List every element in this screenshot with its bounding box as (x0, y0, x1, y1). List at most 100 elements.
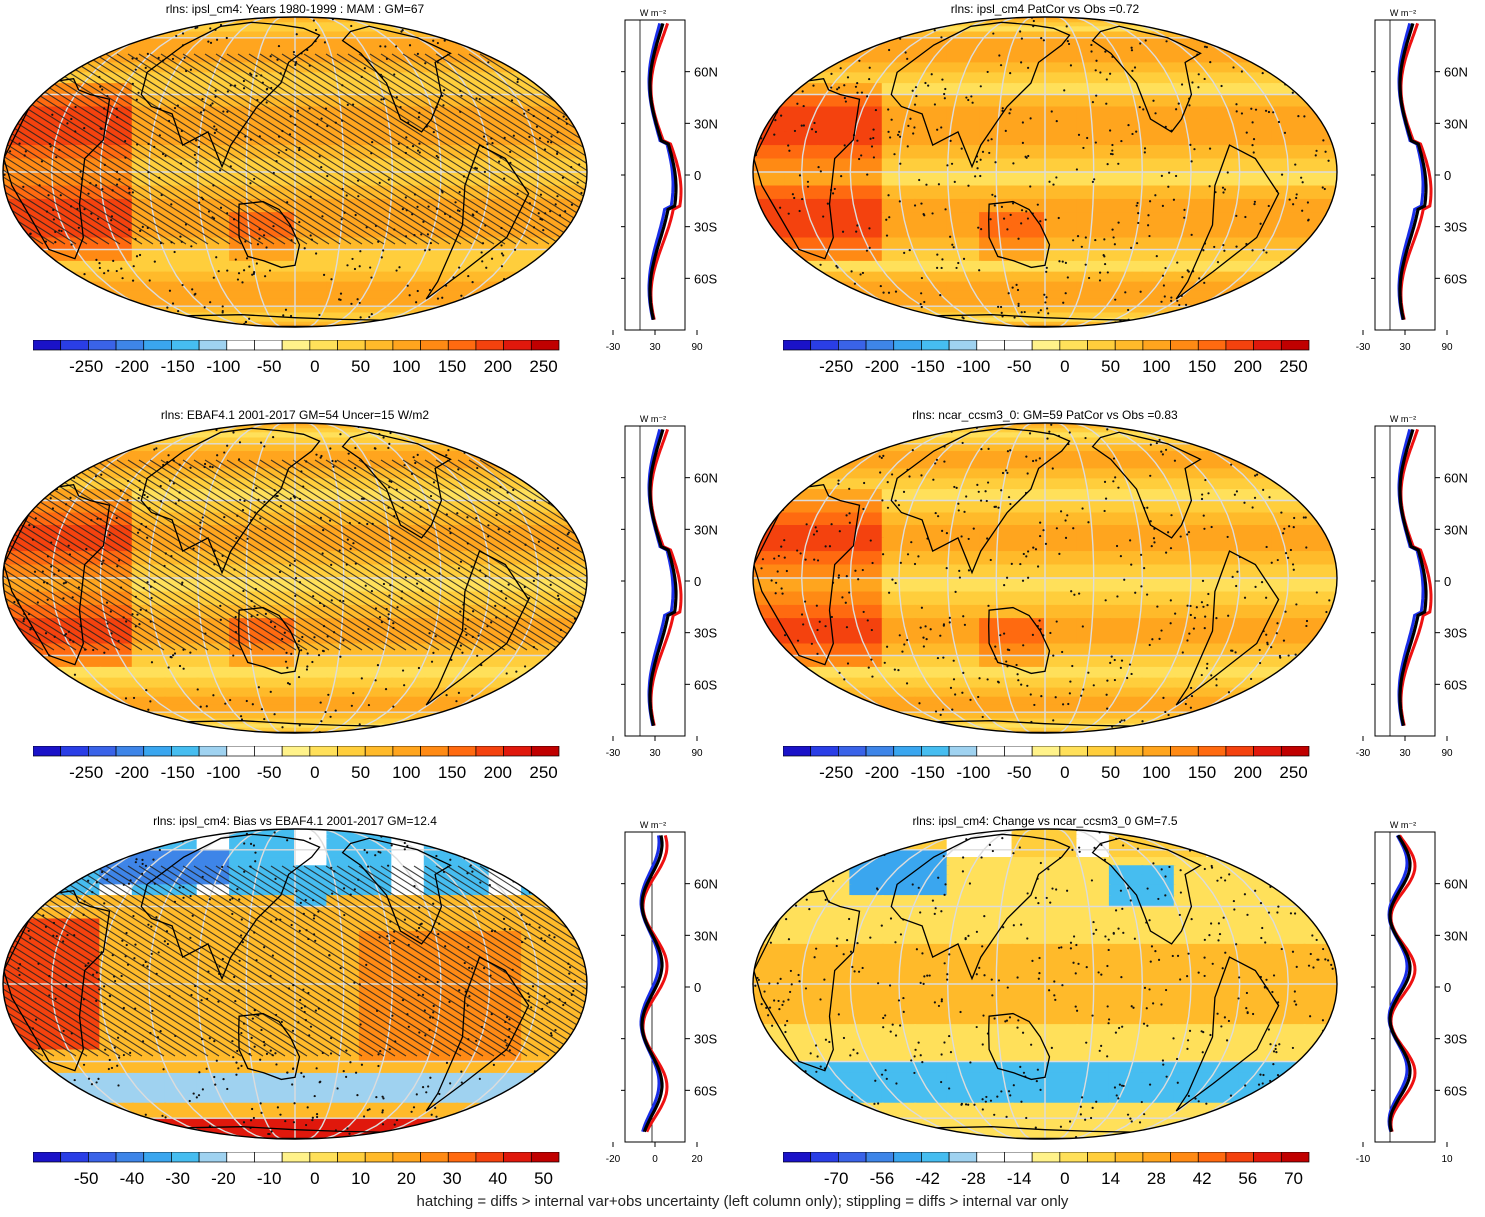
profile-line-red (1401, 23, 1431, 319)
colorbar-label: 50 (1101, 357, 1120, 376)
colorbar-label: 250 (1279, 763, 1307, 782)
colorbar-swatch (448, 746, 476, 756)
colorbar-swatch (921, 340, 949, 350)
colorbar-swatch (33, 1152, 61, 1162)
latitude-label: 30S (694, 1032, 717, 1047)
colorbar-swatch (1254, 1152, 1282, 1162)
colorbar-swatch (61, 746, 89, 756)
colorbar-label: -200 (865, 763, 899, 782)
colorbar-swatch (310, 746, 338, 756)
colorbar-swatch (310, 340, 338, 350)
colorbar-label: 200 (484, 357, 512, 376)
colorbar-swatch (1143, 1152, 1171, 1162)
profile-x-tick: 30 (1399, 748, 1411, 759)
profile-x-tick: 90 (1441, 748, 1453, 759)
world-map (0, 826, 592, 1146)
colorbar-swatch (254, 1152, 282, 1162)
colorbar-swatch (282, 340, 310, 350)
colorbar-label: 50 (534, 1169, 553, 1188)
colorbar-swatch (504, 1152, 532, 1162)
colorbar-swatch (144, 746, 172, 756)
colorbar-swatch (476, 1152, 504, 1162)
colorbar-label: -150 (161, 357, 195, 376)
profile-unit: W m⁻² (1390, 820, 1416, 830)
colorbar-swatch (448, 340, 476, 350)
colorbar-swatch (171, 340, 199, 350)
latitude-label: 60S (1444, 677, 1467, 692)
colorbar-label: 50 (351, 763, 370, 782)
colorbar-swatch (282, 1152, 310, 1162)
colorbar-swatch (811, 340, 839, 350)
colorbar-label: 70 (1284, 1169, 1303, 1188)
colorbar-swatch (1281, 1152, 1309, 1162)
world-map (750, 826, 1342, 1146)
colorbar-swatch (1004, 746, 1032, 756)
colorbar-swatch (1032, 746, 1060, 756)
colorbar-swatch (1004, 1152, 1032, 1162)
latitude-label: 60S (694, 1083, 717, 1098)
colorbar-swatch (1171, 746, 1199, 756)
colorbar-swatch (949, 746, 977, 756)
colorbar-label: -100 (206, 357, 240, 376)
colorbar-label: -250 (69, 763, 103, 782)
colorbar-swatch (144, 1152, 172, 1162)
profile-line-red (651, 429, 681, 725)
colorbar-label: -250 (69, 357, 103, 376)
colorbar-swatch (838, 746, 866, 756)
profile-x-tick: 10 (1441, 1154, 1453, 1165)
colorbar-swatch (476, 340, 504, 350)
latitude-label: 30N (694, 522, 718, 537)
colorbar-label: 250 (1279, 357, 1307, 376)
colorbar-swatch (866, 1152, 894, 1162)
colorbar-swatch (1032, 1152, 1060, 1162)
colorbar-swatch (977, 746, 1005, 756)
colorbar-swatch (171, 746, 199, 756)
profile-x-tick: -30 (1356, 342, 1371, 353)
profile-line-red (1401, 429, 1431, 725)
colorbar-swatch (977, 340, 1005, 350)
colorbar-swatch (476, 746, 504, 756)
map-field (0, 420, 592, 736)
colorbar-label: 0 (1060, 763, 1069, 782)
colorbar-swatch (88, 746, 116, 756)
colorbar-label: -200 (865, 357, 899, 376)
colorbar-label: -14 (1007, 1169, 1032, 1188)
colorbar-swatch (1198, 340, 1226, 350)
colorbar-swatch (254, 340, 282, 350)
colorbar-swatch (365, 340, 393, 350)
world-map (750, 420, 1342, 740)
colorbar-swatch (1143, 746, 1171, 756)
colorbar-swatch (838, 1152, 866, 1162)
colorbar-label: -100 (956, 763, 990, 782)
profile-x-tick: -10 (1356, 1154, 1371, 1165)
colorbar-swatch (1115, 746, 1143, 756)
colorbar-swatch (1226, 1152, 1254, 1162)
colorbar-label: -150 (161, 763, 195, 782)
colorbar-swatch (88, 340, 116, 350)
colorbar-swatch (421, 1152, 449, 1162)
colorbar-swatch (1115, 340, 1143, 350)
colorbar-swatch (1281, 340, 1309, 350)
colorbar-label: 56 (1238, 1169, 1257, 1188)
colorbar-label: 150 (1188, 763, 1216, 782)
profile-x-tick: -20 (606, 1154, 621, 1165)
colorbar-swatch (1198, 746, 1226, 756)
colorbar-swatch (116, 1152, 144, 1162)
colorbar-swatch (1060, 340, 1088, 350)
colorbar-label: 200 (1234, 357, 1262, 376)
profile-x-tick: 0 (652, 1154, 658, 1165)
latitude-label: 0 (1444, 980, 1451, 995)
panel-6: rlns: ipsl_cm4: Change vs ncar_ccsm3_0 G… (750, 812, 1485, 1217)
profile-x-tick: -30 (606, 748, 621, 759)
colorbar-label: 50 (351, 357, 370, 376)
colorbar-swatch (866, 746, 894, 756)
latitude-label: 30S (1444, 1032, 1467, 1047)
colorbar-swatch (227, 746, 255, 756)
colorbar-swatch (894, 340, 922, 350)
